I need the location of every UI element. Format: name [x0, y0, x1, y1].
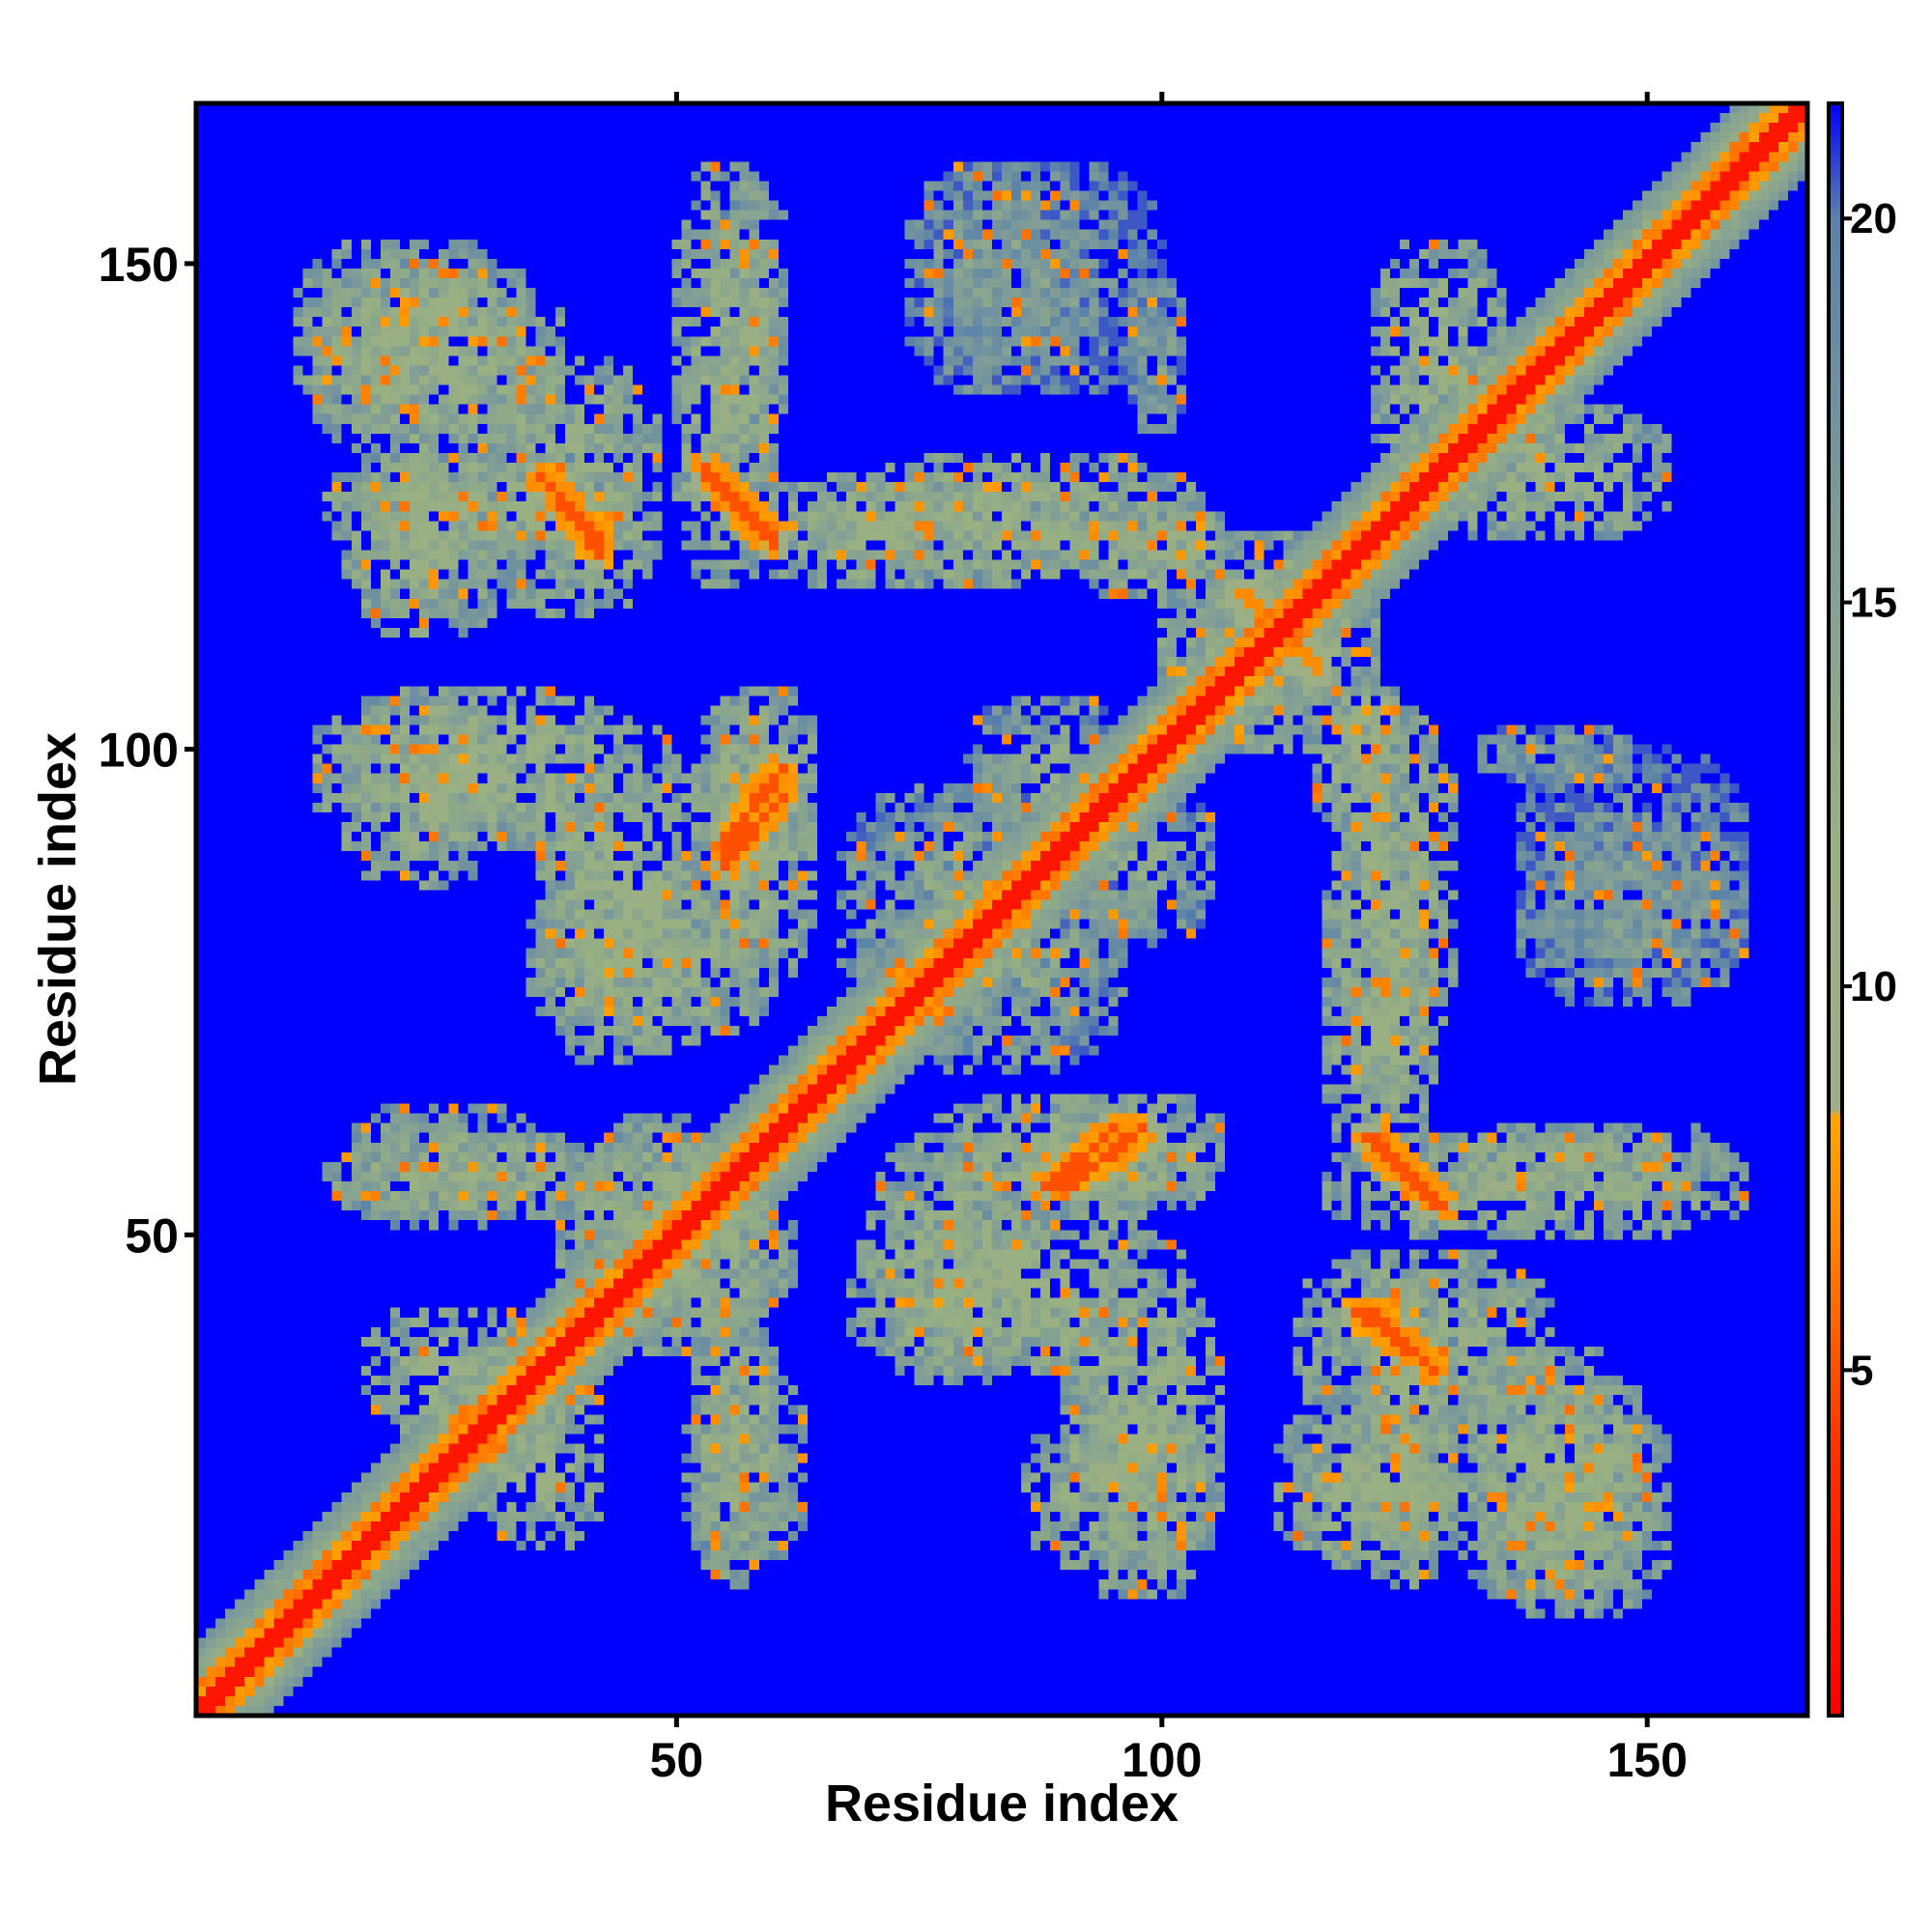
heatmap-cells	[196, 103, 1807, 1716]
y-axis-ticks: 50 100 150	[99, 238, 196, 1263]
x-axis-title: Residue index	[825, 1775, 1179, 1833]
y-tick-label: 100	[99, 724, 179, 778]
colorbar-tick-label: 20	[1850, 195, 1897, 242]
colorbar	[1827, 101, 1844, 1718]
heatmap-plot-area	[196, 103, 1807, 1716]
plot-frame	[193, 100, 1810, 1719]
colorbar-tick-label: 10	[1850, 963, 1897, 1010]
y-tick-label: 150	[99, 238, 179, 292]
colorbar-ticks: 5 10 15 20	[1842, 195, 1897, 1394]
x-axis-ticks: 50 100 150	[650, 92, 1688, 1787]
x-tick-label: 150	[1606, 1733, 1687, 1787]
y-tick-label: 50	[125, 1208, 179, 1263]
colorbar-tick-label: 15	[1850, 580, 1897, 627]
x-tick-label: 50	[650, 1733, 704, 1787]
x-tick-label: 100	[1122, 1733, 1202, 1787]
colorbar-tick-label: 5	[1850, 1347, 1873, 1394]
y-axis-title: Residue index	[29, 732, 87, 1086]
